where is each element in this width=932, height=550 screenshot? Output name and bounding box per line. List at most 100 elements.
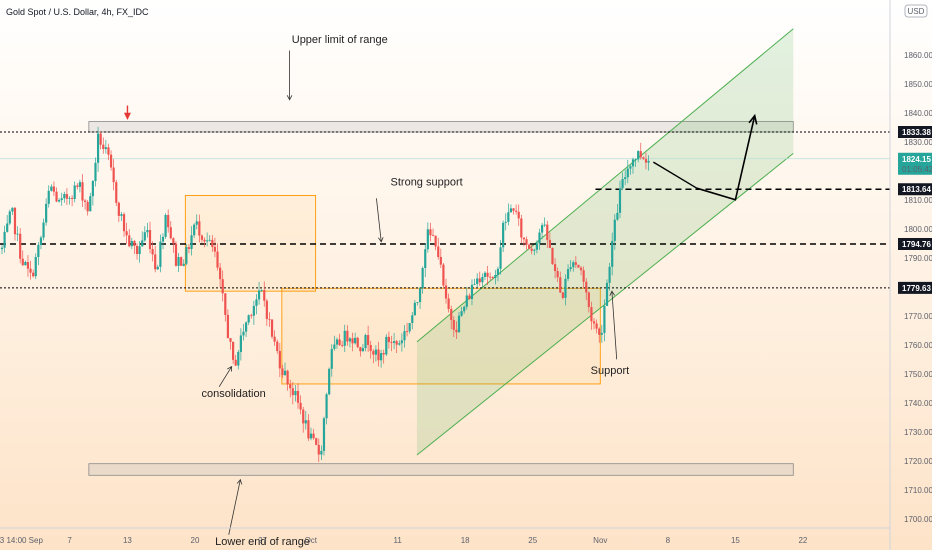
candle-body [634,159,637,161]
candle-body [68,197,71,199]
candle-body [504,221,507,223]
candle-body [283,370,287,376]
candle [206,232,209,247]
candle [605,279,609,306]
candle-body [535,243,538,250]
candle-body [182,263,185,266]
candle-body [8,211,11,224]
candle [421,266,424,294]
candle [99,131,102,150]
candle [172,237,175,253]
candle-body [457,315,461,333]
price-axis[interactable]: 1700.00 1710.00 1720.00 1730.00 1740.00 1750.… [889,0,932,550]
candle [470,279,474,306]
candle [525,236,528,250]
candle [582,266,585,289]
candle [315,437,318,446]
price-tag [898,183,932,196]
candle [392,333,396,350]
candle-body [96,133,100,163]
candle-body [32,272,35,277]
candle [411,311,414,330]
candle [566,264,570,282]
candle-body [465,295,468,307]
candle-body [637,151,640,160]
candle [538,228,541,250]
candle-body [572,262,575,268]
candle-body [582,270,585,282]
annotation-label: Lower end of range [215,536,310,548]
candle-body [71,197,74,199]
candle [489,272,492,281]
candle-body [540,225,544,233]
time-tick-label: 25 [528,536,537,545]
last-price-label: 1824.15 [902,155,931,164]
projection-lead [653,161,698,189]
candle-body [463,306,466,312]
candle [226,309,230,339]
upper-limit-pointer-head [286,95,293,101]
candle-body [315,438,318,445]
candle [221,270,224,302]
candle-body [265,300,268,319]
candle [250,313,253,319]
candle [403,325,406,348]
candle [548,232,551,249]
candle-body [598,328,601,335]
candle-body [522,237,526,240]
candle [296,383,300,409]
candle-body [330,348,333,369]
candle [507,203,510,226]
candle [78,179,81,193]
candle-body [16,233,19,235]
candle [533,248,536,256]
candle-body [102,144,105,149]
time-axis[interactable]: 3 14:00 Sep 7 13 20 27 Oct 11 18 25 Nov 8 15 22 [0,527,890,545]
candle [213,237,217,258]
candle-body [403,331,406,341]
candle-body [164,215,167,237]
candle [260,289,263,292]
candle [302,406,305,433]
candle [442,262,445,289]
annotations-layer: Upper limit of range Strong support Suppor… [123,34,758,548]
candle-body [94,162,97,182]
candle-body [372,350,375,355]
candle [19,228,22,264]
candle-body [590,307,593,322]
candle-body [343,330,346,346]
annotation-label: Support [591,365,630,377]
candle [117,201,120,223]
candle-body [76,185,79,187]
candle-body [104,147,107,149]
candle [156,264,159,270]
candle-body [91,181,94,197]
candle-body [45,203,48,223]
candle [522,237,526,247]
candle [29,260,32,280]
candle [611,232,614,276]
candle [151,241,154,262]
candle [613,214,616,250]
candle [328,367,331,396]
currency-badge[interactable] [904,4,928,18]
candle-body [187,247,191,249]
candle-body [73,185,76,199]
candle-body [239,335,242,352]
candle [515,204,518,215]
candle-body [231,341,235,360]
candle [185,244,188,266]
lower-range-zone [88,463,794,476]
time-tick-label: 18 [461,536,470,545]
candle [494,269,497,285]
candle-body [291,388,294,396]
candle [439,248,442,269]
channel-layer [416,28,794,456]
consolidation-pointer [218,366,233,388]
candle-body [299,402,302,410]
candle [639,142,642,160]
candle [460,307,463,317]
candle-body [481,277,484,283]
